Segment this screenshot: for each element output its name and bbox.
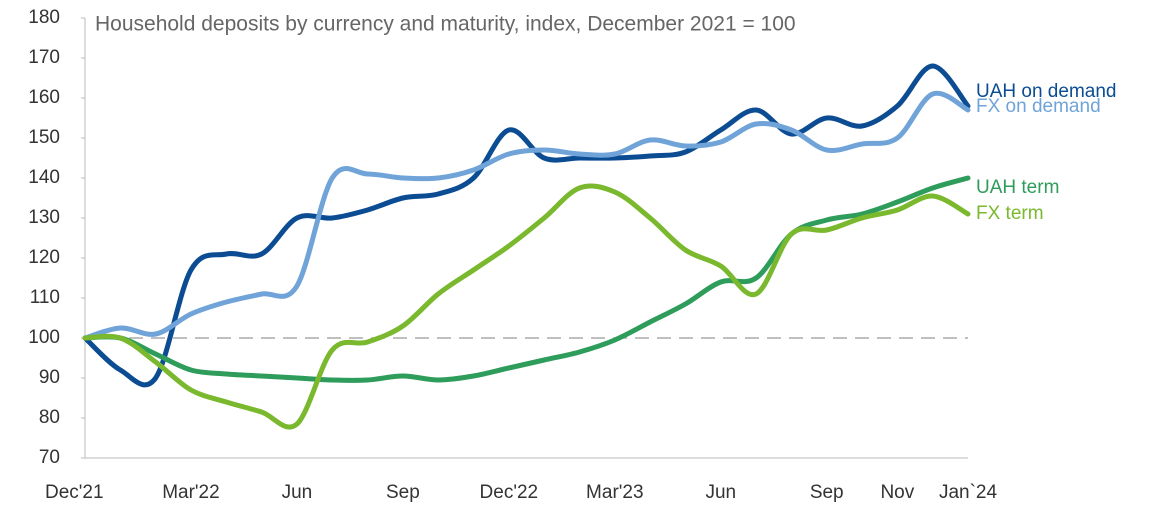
x-tick-label: Dec'21 bbox=[45, 482, 104, 503]
x-tick-label: Dec'22 bbox=[480, 482, 539, 503]
series-line bbox=[82, 175, 971, 383]
y-tick-label: 80 bbox=[39, 407, 60, 428]
x-tick-label: Sep bbox=[386, 482, 420, 503]
y-tick-label: 100 bbox=[28, 327, 60, 348]
y-tick-label: 120 bbox=[28, 247, 60, 268]
x-tick-label: Mar'23 bbox=[586, 482, 643, 503]
chart-title: Household deposits by currency and matur… bbox=[95, 13, 796, 36]
x-tick-label: Nov bbox=[880, 482, 914, 503]
series-line bbox=[82, 63, 971, 388]
x-tick-label: Mar'22 bbox=[162, 482, 219, 503]
legend-label: UAH on demand bbox=[976, 81, 1116, 102]
y-tick-label: 180 bbox=[28, 7, 60, 28]
y-tick-label: 160 bbox=[28, 87, 60, 108]
y-tick-label: 150 bbox=[28, 127, 60, 148]
y-tick-label: 130 bbox=[28, 207, 60, 228]
y-tick-label: 140 bbox=[28, 167, 60, 188]
y-tick-label: 90 bbox=[39, 367, 60, 388]
y-tick-label: 170 bbox=[28, 47, 60, 68]
series-line bbox=[82, 90, 971, 341]
x-tick-label: Jan`24 bbox=[939, 482, 998, 503]
x-tick-label: Jun bbox=[282, 482, 313, 503]
legend-label: FX term bbox=[976, 203, 1044, 224]
y-tick-label: 70 bbox=[39, 447, 60, 468]
x-tick-label: Sep bbox=[810, 482, 844, 503]
x-tick-label: Jun bbox=[705, 482, 736, 503]
legend-label: UAH term bbox=[976, 177, 1059, 198]
y-tick-label: 110 bbox=[30, 287, 60, 308]
series-line bbox=[82, 183, 971, 430]
legend-label: FX on demand bbox=[976, 96, 1101, 117]
